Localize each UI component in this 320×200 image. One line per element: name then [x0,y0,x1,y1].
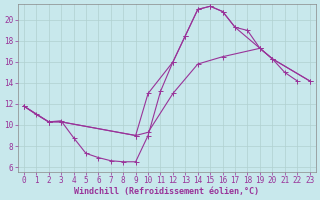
X-axis label: Windchill (Refroidissement éolien,°C): Windchill (Refroidissement éolien,°C) [74,187,259,196]
